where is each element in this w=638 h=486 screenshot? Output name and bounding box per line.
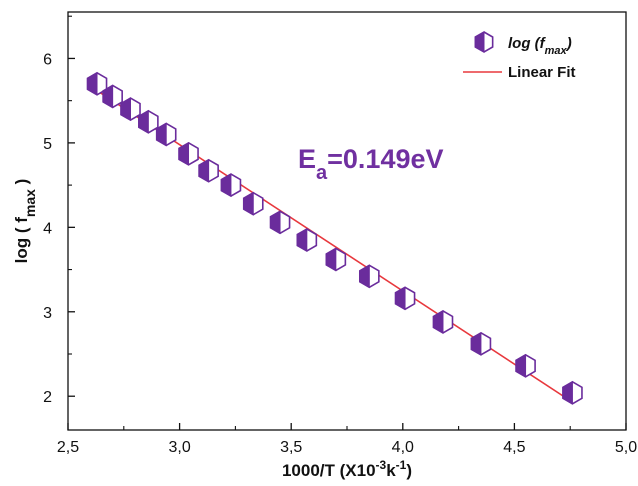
marker-fill-half — [156, 122, 167, 147]
legend: log (fmax) Linear Fit — [463, 31, 576, 81]
data-point-marker — [178, 141, 199, 166]
marker-fill-half — [86, 71, 98, 96]
marker-fill-half — [395, 286, 406, 311]
marker-fill-half — [359, 264, 370, 289]
x-tick-label: 2,5 — [57, 439, 79, 456]
data-point-marker — [296, 228, 318, 252]
legend-hexagon-marker — [474, 31, 494, 53]
data-point-marker — [358, 264, 380, 289]
x-tick-label: 3,0 — [168, 439, 190, 456]
data-point-marker — [269, 210, 291, 235]
data-point-marker — [198, 158, 219, 183]
linear-fit-line — [96, 89, 573, 403]
marker-fill-half — [515, 353, 527, 378]
data-point-marker — [325, 247, 347, 272]
marker-fill-half — [138, 109, 149, 134]
marker-fill-half — [562, 380, 573, 405]
legend-fit-label: Linear Fit — [508, 64, 576, 81]
data-point-marker — [242, 191, 264, 216]
marker-fill-half — [432, 310, 444, 334]
x-tick-label: 3,5 — [280, 439, 302, 456]
y-tick-label: 3 — [43, 305, 52, 322]
data-point-marker — [515, 353, 536, 378]
y-tick-label: 5 — [43, 136, 52, 153]
marker-fill-half — [270, 210, 281, 235]
marker-fill-half — [296, 228, 308, 252]
y-tick-label: 6 — [43, 51, 52, 68]
x-tick-label: 5,0 — [615, 439, 637, 456]
y-axis-label: log ( fmax ) — [12, 179, 38, 264]
y-tick-label: 2 — [43, 389, 52, 406]
marker-fill-half — [120, 97, 131, 121]
y-axis-ticks: 2 3 4 5 6 — [43, 15, 75, 406]
x-axis-ticks: 2,5 3,0 3,5 4,0 4,5 5,0 — [57, 423, 637, 456]
scatter-markers — [86, 71, 583, 405]
x-tick-label: 4,0 — [392, 439, 414, 456]
data-point-marker — [394, 286, 416, 311]
marker-fill-half — [325, 247, 337, 272]
marker-fill-half — [470, 332, 482, 356]
marker-fill-half — [243, 191, 254, 216]
data-point-marker — [102, 84, 123, 109]
activation-energy-annotation: Ea=0.149eV — [298, 144, 444, 184]
data-point-marker — [562, 380, 583, 405]
data-point-marker — [138, 109, 159, 134]
data-point-marker — [470, 331, 492, 356]
data-point-marker — [474, 31, 494, 53]
x-tick-label: 4,5 — [503, 439, 525, 456]
data-point-marker — [120, 97, 141, 122]
legend-scatter-label: log (fmax) — [508, 35, 572, 57]
marker-fill-half — [102, 84, 114, 109]
marker-fill-half — [220, 173, 232, 197]
marker-fill-half — [178, 142, 190, 166]
data-point-marker — [155, 122, 177, 147]
marker-fill-half — [198, 158, 210, 183]
data-point-marker — [220, 173, 242, 198]
marker-fill-half — [474, 31, 485, 53]
y-tick-label: 4 — [43, 220, 52, 237]
data-point-marker — [432, 309, 454, 334]
data-point-marker — [86, 71, 108, 96]
x-axis-label: 1000/T (X10-3k-1) — [282, 458, 412, 480]
